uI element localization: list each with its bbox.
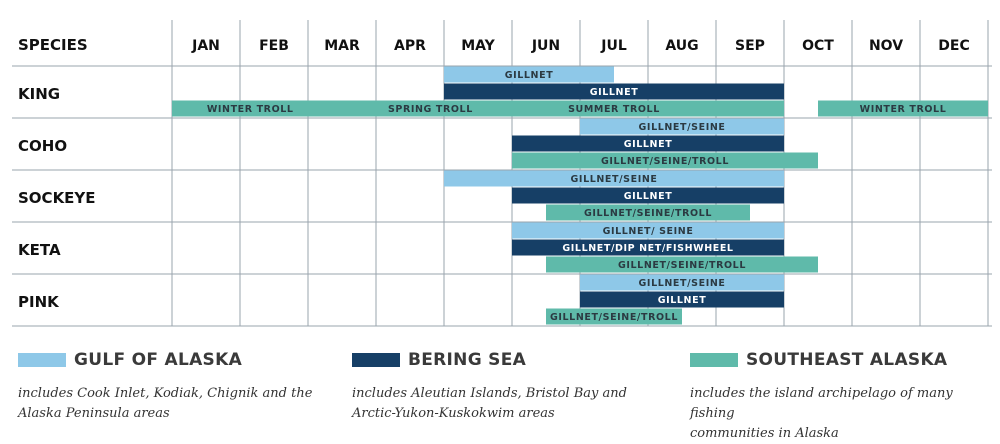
legend-desc-gulf-line2: Alaska Peninsula areas xyxy=(18,406,170,421)
month-label-jul: JUL xyxy=(600,38,627,54)
legend-desc-bering-line1: includes Aleutian Islands, Bristol Bay a… xyxy=(352,386,627,401)
bar-label: GILLNET/SEINE xyxy=(639,278,726,289)
legend-title-bering: BERING SEA xyxy=(408,350,527,370)
bar-coho-bering: GILLNET xyxy=(512,135,784,152)
bar-coho-southeast: GILLNET/SEINE/TROLL xyxy=(512,152,818,169)
bar-rect xyxy=(172,100,784,117)
legend-desc-gulf-line1: includes Cook Inlet, Kodiak, Chignik and… xyxy=(18,386,313,401)
bar-label: GILLNET xyxy=(658,295,707,306)
bar-rect xyxy=(512,222,784,239)
month-label-feb: FEB xyxy=(259,38,289,54)
month-label-jun: JUN xyxy=(531,38,560,54)
month-label-sep: SEP xyxy=(735,38,765,54)
bar-keta-bering: GILLNET/DIP NET/FISHWHEEL xyxy=(512,239,784,256)
month-label-dec: DEC xyxy=(938,38,969,54)
month-label-oct: OCT xyxy=(802,38,834,54)
bar-sockeye-southeast: GILLNET/SEINE/TROLL xyxy=(546,204,750,221)
bar-rect xyxy=(546,256,818,273)
legend-gulf: GULF OF ALASKA includes Cook Inlet, Kodi… xyxy=(18,350,312,424)
bar-rect xyxy=(546,204,750,221)
bar-label: GILLNET/ SEINE xyxy=(603,226,694,237)
bar-king-southeast: WINTER TROLL SPRING TROLL SUMMER TROLL xyxy=(172,100,784,117)
bar-sockeye-bering: GILLNET xyxy=(512,187,784,204)
legend-swatch-bering xyxy=(352,353,400,367)
bar-label: GILLNET/SEINE/TROLL xyxy=(618,260,746,271)
bar-king-bering: GILLNET xyxy=(444,83,784,100)
month-label-apr: APR xyxy=(394,38,426,54)
bar-keta-gulf: GILLNET/ SEINE xyxy=(512,222,784,239)
bar-label: GILLNET/SEINE xyxy=(571,174,658,185)
month-label-mar: MAR xyxy=(324,38,360,54)
bar-label: SPRING TROLL xyxy=(388,104,473,115)
bar-rect xyxy=(546,308,682,325)
month-label-aug: AUG xyxy=(665,38,698,54)
bar-rect xyxy=(512,187,784,204)
bar-label: WINTER TROLL xyxy=(207,104,294,115)
bar-pink-bering: GILLNET xyxy=(580,291,784,308)
legend-swatch-southeast xyxy=(690,353,738,367)
legend-swatch-gulf xyxy=(18,353,66,367)
bar-label: GILLNET/SEINE/TROLL xyxy=(584,208,712,219)
legend-desc-southeast-line1: includes the island archipelago of many … xyxy=(690,386,953,421)
bar-label: WINTER TROLL xyxy=(860,104,947,115)
bar-pink-southeast: GILLNET/SEINE/TROLL xyxy=(546,308,682,325)
bar-rect xyxy=(580,291,784,308)
bar-rect xyxy=(818,100,988,117)
bar-label: GILLNET xyxy=(590,87,639,98)
bar-label: GILLNET/SEINE xyxy=(639,122,726,133)
species-label-keta: KETA xyxy=(18,241,61,259)
month-label-nov: NOV xyxy=(869,38,903,54)
legend-title-gulf: GULF OF ALASKA xyxy=(74,350,243,370)
bar-label: SUMMER TROLL xyxy=(568,104,660,115)
legend-desc-southeast-line2: communities in Alaska xyxy=(690,426,839,441)
bar-king-southeast: WINTER TROLL xyxy=(818,100,988,117)
bar-rect xyxy=(444,83,784,100)
legend-desc-bering-line2: Arctic-Yukon-Kuskokwim areas xyxy=(352,406,555,421)
legend-southeast: SOUTHEAST ALASKA includes the island arc… xyxy=(690,350,1000,444)
bar-coho-gulf: GILLNET/SEINE xyxy=(580,118,784,135)
bar-label: GILLNET/SEINE/TROLL xyxy=(601,156,729,167)
bar-rect xyxy=(512,152,818,169)
bar-sockeye-gulf: GILLNET/SEINE xyxy=(444,170,784,187)
bar-label: GILLNET xyxy=(624,139,673,150)
month-label-jan: JAN xyxy=(191,38,220,54)
species-label-sockeye: SOCKEYE xyxy=(18,189,96,207)
bar-keta-southeast: GILLNET/SEINE/TROLL xyxy=(546,256,818,273)
bar-rect xyxy=(580,118,784,135)
species-label-coho: COHO xyxy=(18,137,67,155)
bar-rect xyxy=(444,66,614,83)
bar-king-gulf: GILLNET xyxy=(444,66,614,83)
bar-rect xyxy=(580,274,784,291)
legend-title-southeast: SOUTHEAST ALASKA xyxy=(746,350,948,370)
bar-rect xyxy=(444,170,784,187)
legend-bering: BERING SEA includes Aleutian Islands, Br… xyxy=(352,350,627,424)
bar-rect xyxy=(512,135,784,152)
bar-label: GILLNET/SEINE/TROLL xyxy=(550,312,678,323)
species-label-king: KING xyxy=(18,85,60,103)
bar-rect xyxy=(512,239,784,256)
bar-label: GILLNET xyxy=(505,70,554,81)
bar-label: GILLNET xyxy=(624,191,673,202)
species-label-pink: PINK xyxy=(18,293,60,311)
month-label-may: MAY xyxy=(461,38,495,54)
bar-label: GILLNET/DIP NET/FISHWHEEL xyxy=(562,243,733,254)
species-header: SPECIES xyxy=(18,36,88,54)
bar-pink-gulf: GILLNET/SEINE xyxy=(580,274,784,291)
